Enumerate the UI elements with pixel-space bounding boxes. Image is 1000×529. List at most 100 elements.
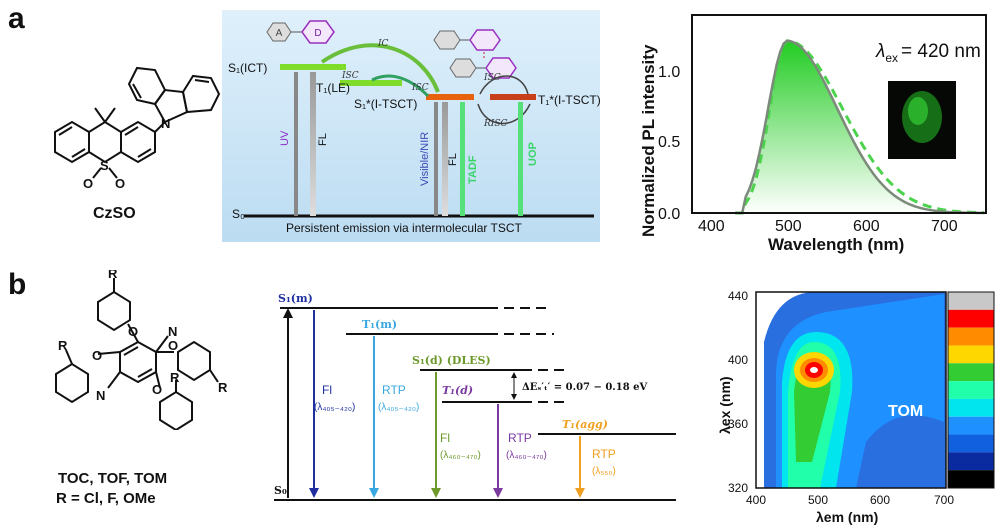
process-vis-nir: Visible/NIR	[419, 132, 431, 186]
svg-text:D: D	[314, 28, 321, 39]
colorbar-swatch-3	[948, 327, 994, 346]
level-t1-itsct: T₁*(I-TSCT)	[538, 93, 600, 107]
level-s1-d: S₁(d) (DLES)	[412, 354, 491, 367]
process-uv: UV	[279, 130, 291, 146]
colorbar-swatch-4	[948, 345, 994, 364]
transition-arrowhead-4	[493, 488, 503, 498]
colorbar-swatch-5	[948, 363, 994, 382]
tox-r-right: R	[218, 380, 228, 395]
transition-arrowhead-5	[575, 488, 585, 498]
panel-label-a: a	[8, 2, 25, 35]
colorbar-swatch-7	[948, 398, 994, 417]
transition-range-1: (λ₄₀₅₋₄₂₀)	[314, 402, 355, 413]
pl-x-tick-400: 400	[698, 218, 725, 235]
colorbar-swatch-8	[948, 416, 994, 435]
map-x-tick-500: 500	[808, 493, 828, 507]
map-x-tick-600: 600	[870, 493, 890, 507]
process-isc-3: ISC	[483, 73, 501, 83]
transition-label-1: Fl	[322, 383, 332, 397]
pl-y-tick-0: 0.0	[658, 206, 680, 223]
map-y-axis-title: λex (nm)	[717, 376, 733, 434]
tox-r-groups: R = Cl, F, OMe	[56, 490, 156, 507]
tox-o-2: O	[92, 348, 102, 363]
process-ic: IC	[377, 39, 389, 49]
pl-y-axis-title: Normalized PL intensity	[639, 44, 658, 237]
colorbar-swatch-9	[948, 434, 994, 453]
excitation-emission-map: TOM 400 500 600 700 320 360 400 440 λem …	[717, 289, 995, 525]
tox-names: TOC, TOF, TOM	[58, 470, 168, 487]
transition-arrowhead-1	[309, 488, 319, 498]
map-y-tick-400: 400	[728, 353, 748, 367]
pl-spectrum-chart: λex = 420 nm Wavelength (nm) Normalized P…	[639, 14, 987, 254]
czso-n-atom: N	[161, 116, 170, 131]
level-t1-agg: T₁(agg)	[562, 418, 608, 431]
pl-y-tick-1: 1.0	[658, 64, 680, 81]
transition-arrowhead-2	[369, 488, 379, 498]
map-x-tick-400: 400	[746, 493, 766, 507]
colorbar-swatch-6	[948, 381, 994, 399]
czso-name: CzSO	[93, 205, 136, 222]
czso-structure: S O O N CzSO	[54, 66, 221, 222]
tox-o-4: O	[152, 382, 162, 397]
svg-text:A: A	[276, 28, 283, 39]
tox-n-bottom: N	[96, 388, 105, 403]
map-y-tick-440: 440	[728, 289, 748, 303]
map-y-tick-320: 320	[728, 481, 748, 495]
pl-x-tick-500: 500	[775, 218, 802, 235]
transition-range-4: (λ₄₆₀₋₄₇₀)	[506, 450, 547, 461]
colorbar-border	[947, 291, 995, 489]
pl-solid-series	[735, 39, 985, 215]
level-t1-m: T₁(m)	[362, 318, 397, 331]
energy-diagram-b: S₁(m) T₁(m) S₁(d) (DLES) T₁(d) T₁(agg) S…	[274, 292, 676, 501]
tox-structure: R R R R N N O O O O	[55, 270, 228, 430]
pl-y-tick-0-5: 0.5	[658, 134, 680, 151]
tox-n-top: N	[168, 324, 177, 339]
process-tadf: TADF	[467, 155, 479, 184]
process-fl-2: FL	[447, 153, 459, 166]
pl-inset-image	[888, 81, 956, 159]
tox-r-left: R	[58, 338, 68, 353]
stacked-donor-acceptor-icon	[433, 29, 517, 79]
colorbar-swatch-1	[948, 292, 994, 310]
transition-range-2: (λ₄₀₅₋₄₂₀)	[378, 402, 419, 413]
colorbar-swatch-11	[948, 470, 994, 488]
transition-range-5: (λ₅₅₀)	[592, 466, 616, 477]
panel-label-b: b	[8, 268, 27, 301]
transition-label-5: RTP	[592, 447, 616, 461]
pl-x-axis-title: Wavelength (nm)	[768, 235, 904, 254]
colorbar-swatch-2	[948, 309, 994, 328]
pl-lambda-ex: λex = 420 nm	[875, 41, 981, 65]
transition-label-3: Fl	[440, 431, 450, 445]
level-s1-ict: S₁(ICT)	[228, 61, 267, 75]
transition-label-2: RTP	[382, 383, 406, 397]
pl-x-tick-600: 600	[853, 218, 880, 235]
tox-r-bottom: R	[170, 370, 180, 385]
level-s0: S₀	[232, 207, 245, 221]
czso-s-atom: S	[100, 158, 109, 173]
map-y-tick-360: 360	[728, 417, 748, 431]
level-s0-b: S₀	[274, 484, 287, 497]
level-t1-le: T₁(LE)	[316, 81, 350, 95]
tox-r-top: R	[108, 270, 118, 281]
transition-label-4: RTP	[508, 431, 532, 445]
pl-x-tick-700: 700	[931, 218, 958, 235]
process-isc-2: ISC	[411, 83, 429, 93]
transition-arrowhead-3	[431, 488, 441, 498]
colorbar-swatch-10	[948, 452, 994, 471]
energy-diagram-a: A D S₁(ICT) T₁(LE) S₁*(I-TSCT) T₁*(I-TSC…	[222, 10, 600, 242]
czso-o-atom-left: O	[83, 176, 93, 191]
diagram-a-caption: Persistent emission via intermolecular T…	[286, 221, 523, 235]
tox-o-3: O	[168, 338, 178, 353]
process-isc-1: ISC	[341, 71, 359, 81]
map-peak	[810, 367, 818, 373]
level-s1-itsct: S₁*(I-TSCT)	[354, 97, 417, 111]
level-s1-m: S₁(m)	[278, 292, 313, 305]
czso-o-atom-right: O	[115, 176, 125, 191]
process-uop: UOP	[527, 142, 539, 166]
map-label: TOM	[888, 403, 923, 420]
pl-fill-area	[735, 40, 986, 213]
tox-o-1: O	[128, 324, 138, 339]
level-t1-d: T₁(d)	[442, 384, 473, 397]
process-risc: RISC	[483, 119, 507, 129]
transition-range-3: (λ₄₆₀₋₄₇₀)	[440, 450, 481, 461]
